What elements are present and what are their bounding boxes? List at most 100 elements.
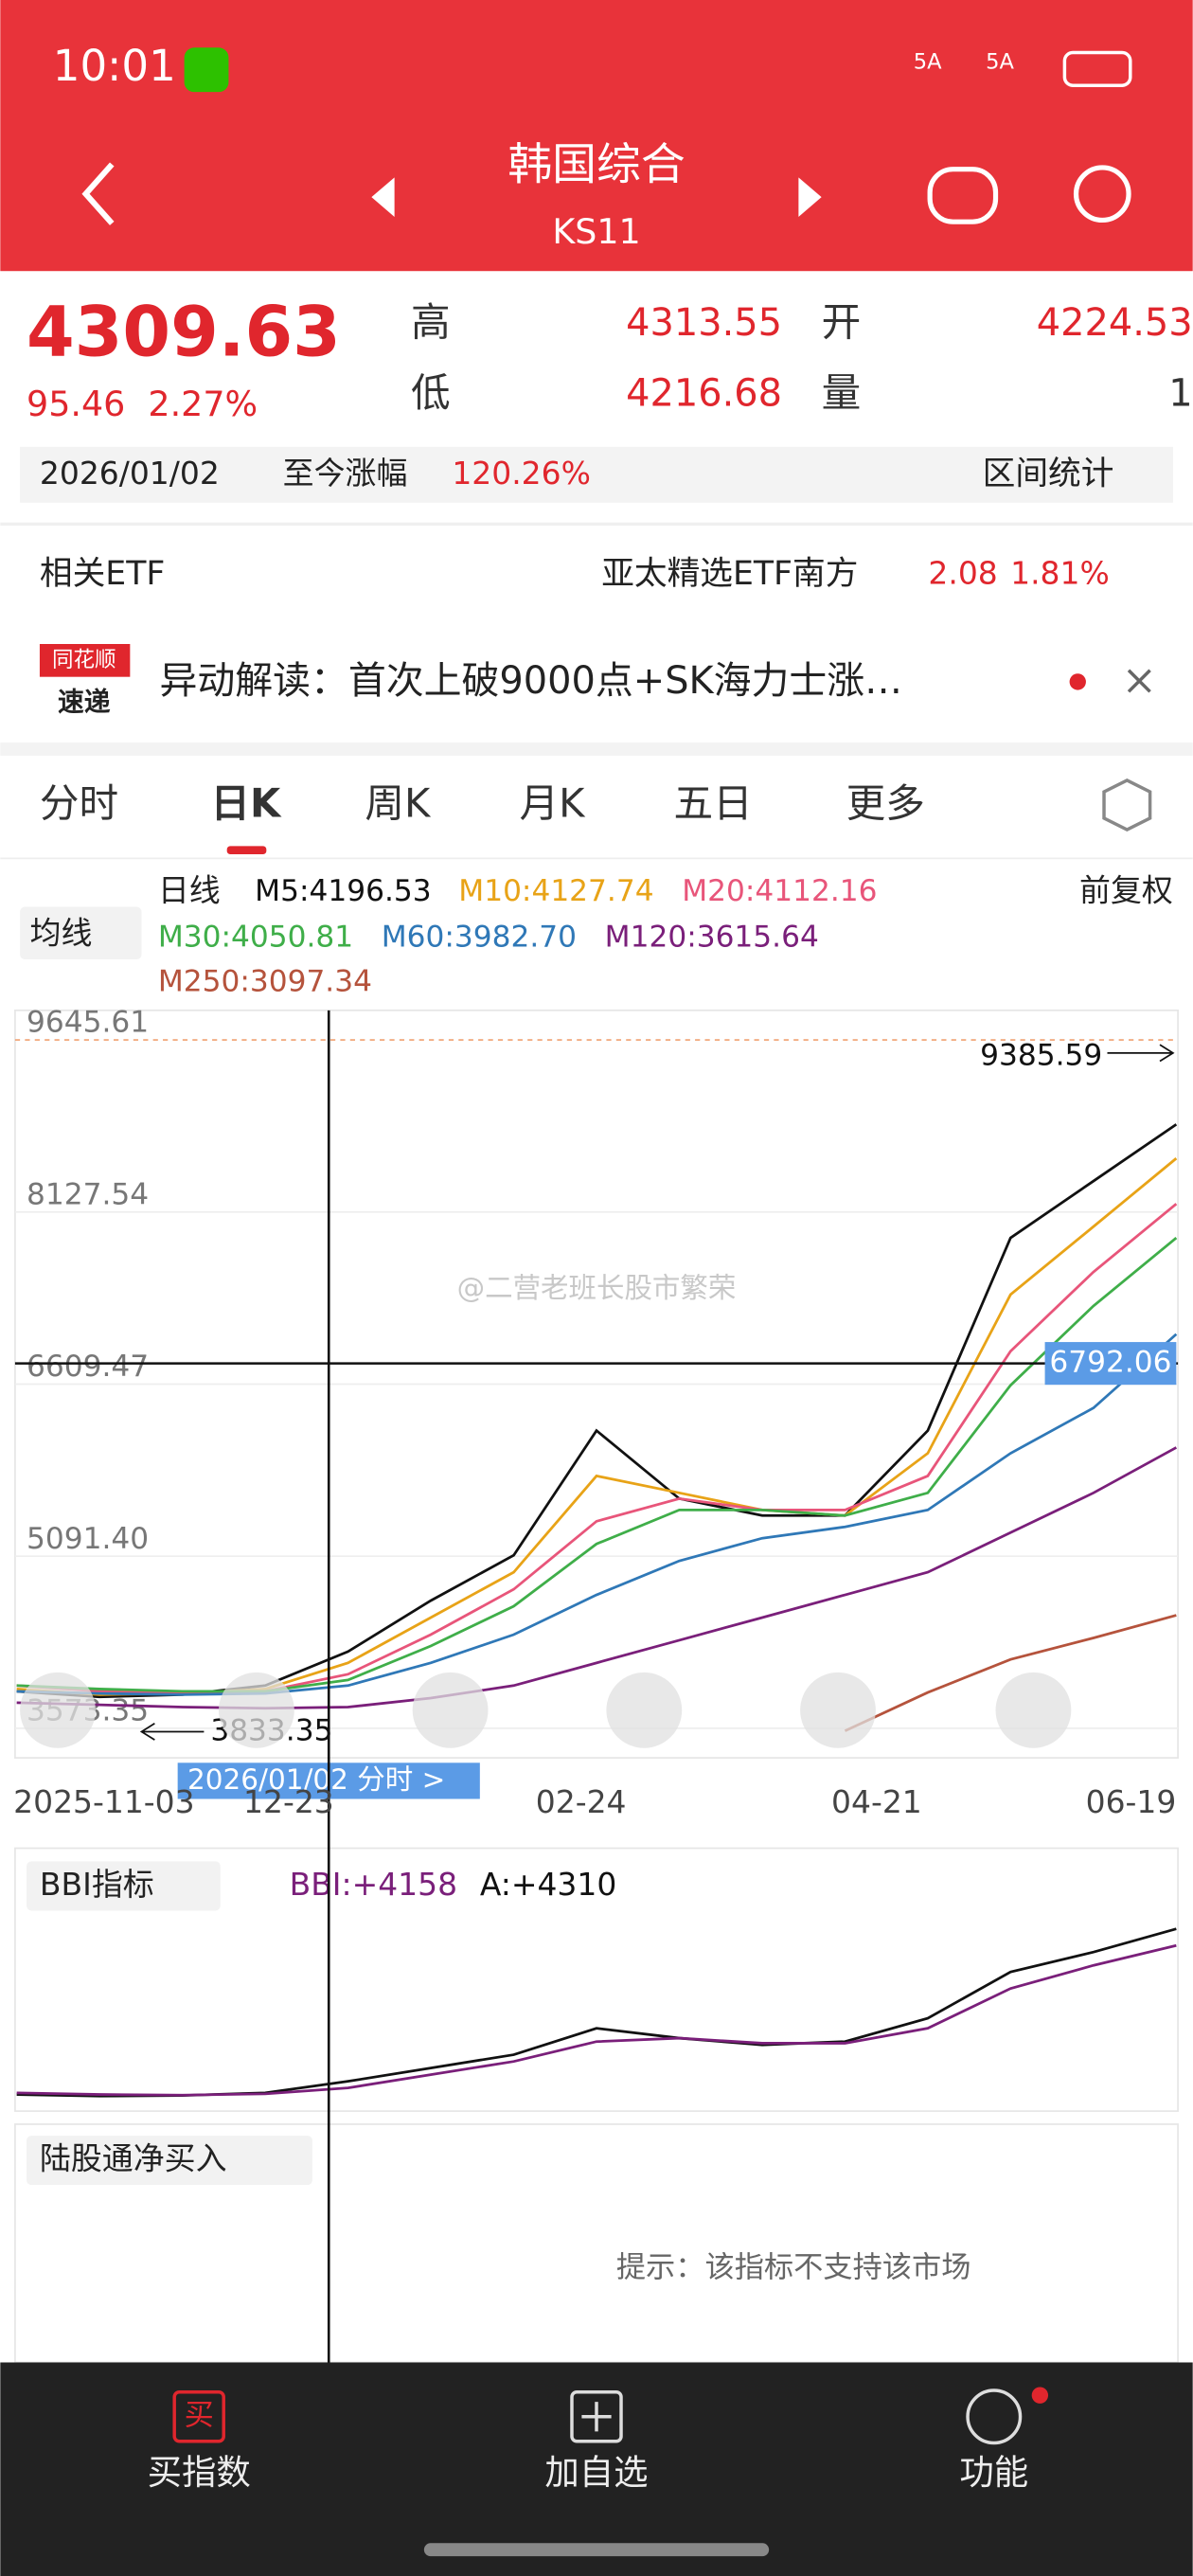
range-bar[interactable] <box>20 446 1173 503</box>
battery <box>1062 50 1132 87</box>
chart-control[interactable] <box>800 1672 876 1748</box>
ma-period: 日线 <box>158 871 221 908</box>
ma-adjust[interactable]: 前复权 <box>1079 871 1173 908</box>
etf-price: 2.08 <box>928 555 997 592</box>
code: KS11 <box>552 211 640 252</box>
header-bg <box>0 0 1193 272</box>
tab[interactable]: 分时 <box>40 780 118 827</box>
open: 4224.53 <box>1037 301 1193 345</box>
range-value: 120.26% <box>452 455 591 492</box>
ma-legend-item: M250:3097.34 <box>158 964 372 998</box>
status-time: 10:01 <box>53 41 176 91</box>
chart-control[interactable] <box>995 1672 1072 1748</box>
bbi-line <box>16 1927 1177 2098</box>
crosshair-label: 6792.06 <box>1049 1346 1171 1380</box>
bbi-panel <box>14 1847 1179 2112</box>
search-button[interactable] <box>1073 165 1131 224</box>
buy-icon <box>172 2389 225 2443</box>
bbi-value: BBI:+4158 <box>290 1866 457 1903</box>
etf-label: 相关ETF <box>40 555 165 593</box>
x-tick-label: 12-23 <box>243 1783 334 1820</box>
ma-legend-item: M20:4112.16 <box>682 874 877 908</box>
ma-line <box>16 1237 1178 1693</box>
ma-legend-item: M30:4050.81 <box>158 921 353 955</box>
open-label: 开 <box>822 298 862 345</box>
bottom-nav <box>0 2362 1193 2576</box>
tab-underline <box>226 846 267 855</box>
y-tick-label: 9645.61 <box>27 1006 149 1040</box>
vol-label: 量 <box>822 369 862 416</box>
robot-button[interactable] <box>927 167 999 224</box>
range-stats[interactable]: 区间统计 <box>983 455 1114 492</box>
news-text[interactable]: 异动解读：首次上破9000点+SK海力士涨… <box>160 659 902 703</box>
crosshair-label-bg <box>1044 1342 1177 1386</box>
price: 4309.63 <box>27 293 341 373</box>
tab[interactable]: 更多 <box>846 780 925 827</box>
news-badge <box>39 644 131 677</box>
hsgt-button[interactable] <box>27 2136 312 2186</box>
etf-pct: 1.81% <box>1010 555 1110 592</box>
wechat-icon <box>184 47 229 93</box>
prev-button[interactable] <box>371 177 395 217</box>
high-label: 9385.59 <box>980 1038 1102 1072</box>
ma-legend-item: M60:3982.70 <box>382 921 577 955</box>
tab[interactable]: 周K <box>365 780 432 827</box>
bbi-line <box>16 1943 1177 2097</box>
vol: 1 <box>1168 372 1192 416</box>
low: 4216.68 <box>626 372 782 416</box>
x-tick-label: 2025-11-03 <box>13 1783 194 1820</box>
ma-button[interactable] <box>20 906 142 960</box>
add-icon-plus <box>581 2402 612 2432</box>
back-button[interactable] <box>81 162 115 225</box>
bbi-button-label: BBI指标 <box>40 1866 154 1903</box>
x-tick-label: 06-19 <box>1086 1783 1177 1820</box>
ma-line <box>16 1203 1178 1695</box>
hsgt-hint: 提示：该指标不支持该市场 <box>616 2251 971 2285</box>
net-label: 5A <box>986 49 1014 74</box>
watermark: @二营老班长股市繁荣 <box>457 1272 737 1304</box>
func-dot <box>1031 2387 1049 2404</box>
range-label: 至今涨幅 <box>283 455 408 492</box>
bbi-a-value: A:+4310 <box>480 1866 616 1903</box>
ma-legend-item: M5:4196.53 <box>255 874 431 908</box>
settings-button[interactable] <box>1102 778 1152 832</box>
news-close[interactable] <box>1127 669 1151 693</box>
change: 95.46 <box>27 384 125 424</box>
ma-line <box>16 1157 1178 1696</box>
x-tick-label: 04-21 <box>831 1783 922 1820</box>
divider <box>0 857 1193 860</box>
nav-item[interactable]: 功能 <box>959 2452 1028 2493</box>
nav-item[interactable]: 买指数 <box>148 2452 251 2493</box>
tab[interactable]: 日K <box>210 780 282 827</box>
tab[interactable]: 五日 <box>674 780 753 827</box>
ma-line <box>844 1614 1177 1732</box>
etf-name[interactable]: 亚太精选ETF南方 <box>601 555 858 593</box>
tab[interactable]: 月K <box>519 780 586 827</box>
nav-item[interactable]: 加自选 <box>544 2452 648 2493</box>
low-arrow <box>139 1723 205 1741</box>
chart-control[interactable] <box>606 1672 683 1748</box>
y-tick-label: 8127.54 <box>27 1177 149 1211</box>
y-tick-label: 6609.47 <box>27 1350 149 1384</box>
func-icon <box>966 2388 1023 2445</box>
high-arrow <box>1107 1044 1175 1063</box>
ma-line <box>16 1446 1178 1710</box>
title: 韩国综合 <box>507 139 685 190</box>
divider <box>0 742 1193 756</box>
chart-control[interactable] <box>20 1672 96 1748</box>
pct: 2.27% <box>148 384 258 424</box>
chart-control[interactable] <box>412 1672 489 1748</box>
news-badge2: 速递 <box>58 686 111 717</box>
chart-control[interactable] <box>219 1672 294 1748</box>
news-badge1: 同花顺 <box>52 648 116 672</box>
ma-line <box>16 1333 1178 1696</box>
high-label: 高 <box>411 298 451 345</box>
crosshair-date[interactable]: 2026/01/02 分时 > <box>187 1763 445 1796</box>
buy-icon-label: 买 <box>185 2399 214 2433</box>
range-date: 2026/01/02 <box>40 455 220 492</box>
next-button[interactable] <box>798 177 822 217</box>
hsgt-button-label: 陆股通净买入 <box>40 2140 227 2177</box>
ma-legend-item: M10:4127.74 <box>458 874 653 908</box>
bbi-button[interactable] <box>27 1861 221 1911</box>
